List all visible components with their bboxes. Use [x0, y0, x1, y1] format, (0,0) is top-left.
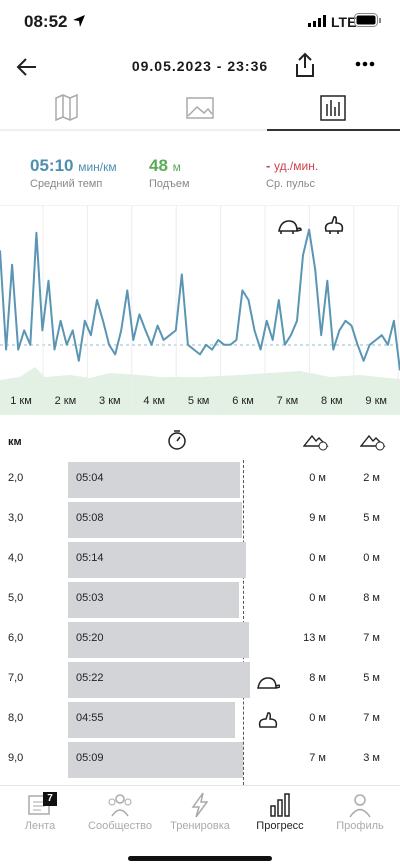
- pace-label: 05:04: [76, 472, 104, 484]
- km-label: 9,0: [8, 752, 24, 764]
- back-button[interactable]: [16, 56, 38, 78]
- tab-icon: [349, 794, 371, 818]
- descent-label: 3 м: [363, 752, 380, 764]
- stat-label: Подъем: [149, 178, 190, 190]
- km-label: 7,0: [8, 672, 24, 684]
- tab-label[interactable]: Тренировка: [170, 820, 230, 832]
- status-time: 08:52: [24, 12, 68, 31]
- ascent-label: 7 м: [309, 752, 326, 764]
- descent-label: 8 м: [363, 592, 380, 604]
- stat-ascent: 48 м: [149, 156, 181, 176]
- turtle-icon: [257, 677, 280, 689]
- more-button[interactable]: [355, 60, 375, 68]
- pace-bar: [68, 662, 251, 698]
- pace-label: 05:22: [76, 672, 104, 684]
- rabbit-icon: [258, 712, 278, 728]
- location-icon: [73, 15, 85, 27]
- x-tick-label: 1 км: [10, 395, 32, 407]
- signal-icon: [308, 15, 326, 27]
- tab-icon: [191, 792, 209, 818]
- x-tick-label: 8 км: [321, 395, 343, 407]
- x-tick-label: 6 км: [232, 395, 254, 407]
- stat-label: Средний темп: [30, 178, 103, 190]
- status-network: LTE: [331, 14, 357, 30]
- descent-label: 2 м: [363, 472, 380, 484]
- ascent-label: 8 м: [309, 672, 326, 684]
- x-tick-label: 5 км: [188, 395, 210, 407]
- stats-tab[interactable]: [320, 95, 346, 121]
- stat-value: -: [266, 158, 271, 173]
- pace-line: [0, 228, 400, 371]
- stat-unit: м: [172, 160, 181, 174]
- descent-label: 7 м: [363, 632, 380, 644]
- view-tabs: [0, 93, 400, 131]
- column-header: км: [8, 436, 22, 448]
- ascent-label: 9 м: [309, 512, 326, 524]
- tab-label[interactable]: Профиль: [336, 820, 384, 832]
- pace-label: 04:55: [76, 712, 104, 724]
- x-tick-label: 9 км: [365, 395, 387, 407]
- km-label: 4,0: [8, 552, 24, 564]
- x-tick-label: 2 км: [55, 395, 77, 407]
- tab-label[interactable]: Прогресс: [256, 820, 304, 832]
- km-label: 5,0: [8, 592, 24, 604]
- splits-table: 2,0 05:04 0 м 2 м 3,0 05:08 9 м 5 м 4,0 05:14 0 м 0…: [0, 460, 400, 785]
- stat-value: 48: [149, 156, 168, 175]
- descent-label: 5 м: [363, 512, 380, 524]
- tab-label[interactable]: Лента: [24, 820, 56, 832]
- share-button[interactable]: [294, 52, 316, 78]
- tab-bar: Лента Сообщество Тренировка Прогресс Профиль…: [0, 785, 400, 866]
- tab-icon: [270, 793, 290, 817]
- stat-pace: 05:10 мин/км: [30, 156, 117, 176]
- ascent-header-icon: [303, 434, 329, 451]
- header-title: 09.05.2023 - 23:36: [131, 58, 269, 74]
- ascent-label: 13 м: [303, 632, 326, 644]
- home-indicator: [128, 856, 272, 861]
- ascent-label: 0 м: [309, 592, 326, 604]
- badge: 7: [43, 792, 57, 806]
- stat-unit: мин/км: [78, 160, 117, 174]
- tab-icon: [108, 794, 132, 817]
- pace-label: 05:14: [76, 552, 104, 564]
- km-label: 2,0: [8, 472, 24, 484]
- x-tick-label: 7 км: [277, 395, 299, 407]
- pace-chart: 1 км 2 км 3 км 4 км 5 км 6 км 7 км 8 км 9 км: [0, 205, 400, 415]
- descent-label: 7 м: [363, 712, 380, 724]
- ascent-label: 0 м: [309, 552, 326, 564]
- descent-label: 0 м: [363, 552, 380, 564]
- descent-header-icon: [360, 434, 386, 451]
- battery-icon: [354, 13, 381, 27]
- ascent-label: 0 м: [309, 712, 326, 724]
- pace-bar: [68, 622, 250, 658]
- pace-bar: [68, 702, 235, 738]
- pace-header-icon: [168, 430, 186, 450]
- photo-tab[interactable]: [186, 97, 214, 119]
- tab-label[interactable]: Сообщество: [88, 820, 152, 832]
- pace-label: 05:20: [76, 632, 104, 644]
- descent-label: 5 м: [363, 672, 380, 684]
- km-label: 6,0: [8, 632, 24, 644]
- pace-bar: [68, 502, 243, 538]
- pace-label: 05:08: [76, 512, 104, 524]
- stat-pulse: - уд./мин.: [266, 158, 318, 173]
- ascent-label: 0 м: [309, 472, 326, 484]
- turtle-icon: [278, 220, 302, 234]
- stat-unit: уд./мин.: [273, 159, 319, 173]
- pace-bar: [68, 542, 246, 578]
- elevation-area: [0, 367, 400, 415]
- x-tick-label: 4 км: [143, 395, 165, 407]
- stat-value: 05:10: [30, 156, 74, 175]
- pace-bar: [68, 462, 241, 498]
- rabbit-icon: [324, 216, 344, 234]
- map-tab[interactable]: [55, 93, 78, 122]
- pace-bar: [68, 742, 243, 778]
- x-tick-label: 3 км: [99, 395, 121, 407]
- pace-bar: [68, 582, 240, 618]
- stat-label: Ср. пульс: [266, 178, 316, 190]
- km-label: 3,0: [8, 512, 24, 524]
- pace-label: 05:03: [76, 592, 104, 604]
- km-label: 8,0: [8, 712, 24, 724]
- pace-label: 05:09: [76, 752, 104, 764]
